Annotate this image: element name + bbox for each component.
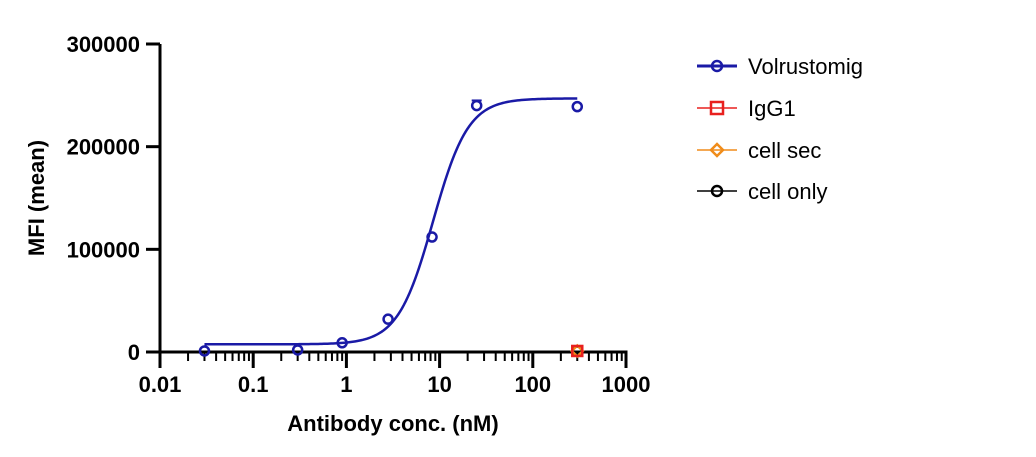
legend-item: cell only (697, 179, 827, 204)
legend-marker (710, 59, 724, 73)
fit-curve (204, 97, 578, 346)
plot-area (198, 97, 585, 359)
legend-label: cell only (748, 179, 827, 204)
y-tick-label: 100000 (67, 237, 140, 262)
y-axis-title: MFI (mean) (24, 140, 49, 256)
data-point (426, 231, 438, 243)
x-tick-label: 1 (340, 372, 352, 397)
data-point (198, 345, 211, 357)
x-tick-label: 0.1 (238, 372, 269, 397)
axes: 0 100000 200000 300000 0.01 0.1 1 10 100 1000 (67, 32, 651, 397)
x-tick-label: 100 (514, 372, 551, 397)
legend-marker (709, 100, 725, 116)
legend-item: IgG1 (697, 96, 796, 121)
legend-label: IgG1 (748, 96, 796, 121)
x-axis-title: Antibody conc. (nM) (287, 411, 498, 436)
data-point (382, 313, 394, 325)
data-point (291, 344, 304, 356)
data-point (571, 100, 584, 113)
legend-label: Volrustomig (748, 54, 863, 79)
x-tick-label: 10 (427, 372, 451, 397)
data-point (470, 99, 483, 112)
y-tick-label: 200000 (67, 135, 140, 160)
legend-item: Volrustomig (697, 54, 863, 79)
legend-marker (710, 184, 724, 198)
legend: Volrustomig IgG1 cell sec cell only (697, 54, 863, 204)
legend-marker (709, 142, 725, 158)
y-tick-label: 0 (128, 340, 140, 365)
legend-item: cell sec (697, 138, 821, 163)
data-point (336, 337, 348, 349)
series-igg1 (571, 344, 584, 358)
data-point (571, 344, 584, 358)
legend-label: cell sec (748, 138, 821, 163)
series-volrustomig (198, 97, 584, 357)
x-tick-label: 0.01 (139, 372, 182, 397)
y-tick-label: 300000 (67, 32, 140, 57)
x-tick-label: 1000 (602, 372, 651, 397)
